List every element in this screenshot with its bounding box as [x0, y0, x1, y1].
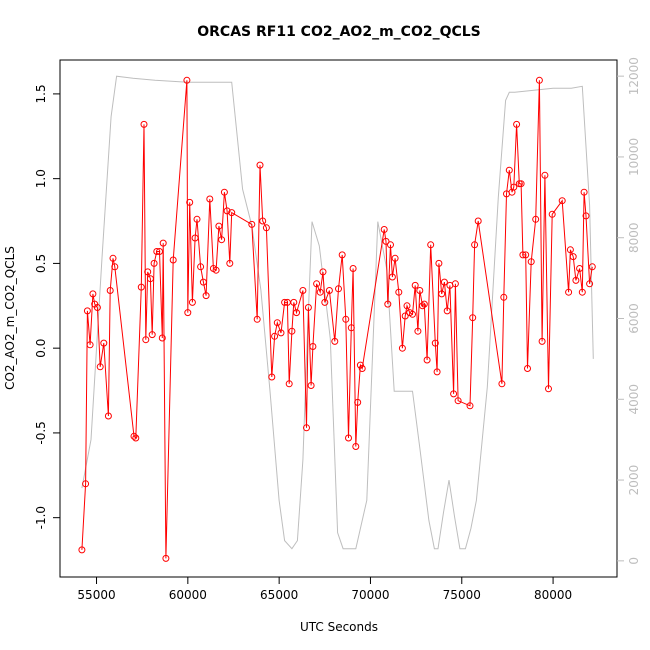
x-tick-label: 60000 — [169, 588, 207, 602]
x-tick-label: 80000 — [534, 588, 572, 602]
x-axis: 55000 60000 65000 70000 75000 80000 — [77, 577, 572, 602]
chart: ORCAS RF11 CO2_AO2_m_CO2_QCLS 55000 60000… — [0, 0, 650, 650]
x-tick-label: 55000 — [77, 588, 115, 602]
y-tick-label: 1.5 — [34, 84, 48, 103]
x-axis-label: UTC Seconds — [300, 620, 378, 634]
y-axis: -1.0 -0.5 0.0 0.5 1.0 1.5 — [34, 84, 60, 529]
y2-tick-label: 6000 — [627, 303, 641, 334]
y-tick-label: 1.0 — [34, 169, 48, 188]
y2-tick-label: 8000 — [627, 222, 641, 253]
y2-axis: 0 2000 4000 6000 8000 10000 12000 — [617, 57, 641, 565]
y2-tick-label: 2000 — [627, 465, 641, 496]
y2-tick-label: 10000 — [627, 138, 641, 176]
y-tick-label: 0.5 — [34, 254, 48, 273]
y-tick-label: -1.0 — [34, 506, 48, 529]
y-tick-label: 0.0 — [34, 339, 48, 358]
chart-title: ORCAS RF11 CO2_AO2_m_CO2_QCLS — [197, 24, 481, 40]
y-axis-label: CO2_AO2_m_CO2_QCLS — [3, 246, 17, 390]
x-tick-label: 70000 — [351, 588, 389, 602]
x-tick-label: 75000 — [443, 588, 481, 602]
altitude-line — [82, 76, 593, 549]
x-tick-label: 65000 — [260, 588, 298, 602]
series-layer — [79, 76, 595, 561]
y-tick-label: -0.5 — [34, 421, 48, 444]
co2-diff-line — [82, 80, 592, 558]
y2-tick-label: 12000 — [627, 57, 641, 95]
y2-tick-label: 4000 — [627, 384, 641, 415]
y2-tick-label: 0 — [627, 557, 641, 565]
